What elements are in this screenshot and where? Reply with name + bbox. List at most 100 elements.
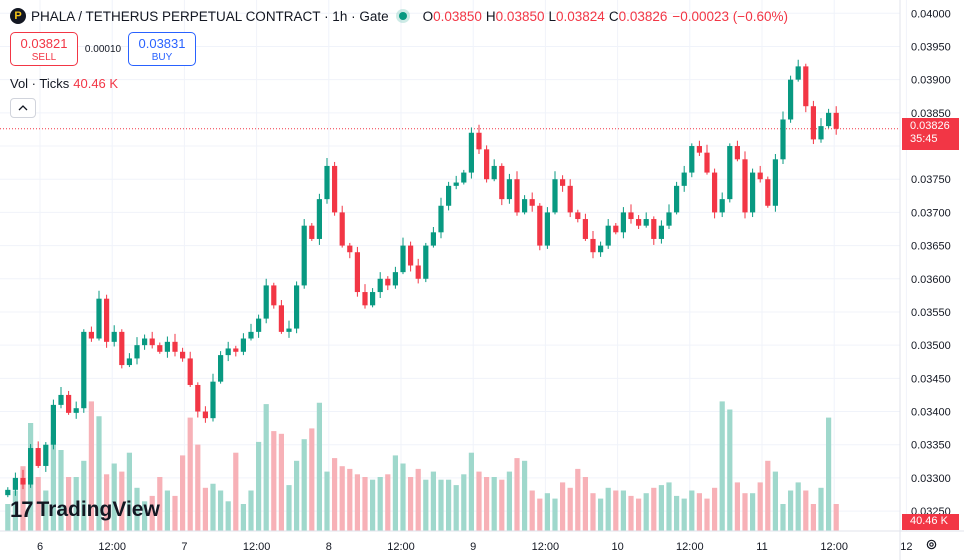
volume-bar xyxy=(142,501,148,531)
close-key: C xyxy=(608,8,619,24)
price-tick-label: 0.03550 xyxy=(911,307,951,319)
volume-bar xyxy=(560,482,566,531)
candle-body xyxy=(58,394,64,405)
candle-body xyxy=(628,212,634,220)
candle-body xyxy=(598,245,604,253)
volume-bar xyxy=(50,436,56,531)
volume-bar xyxy=(354,474,360,531)
volume-bar xyxy=(240,504,246,531)
volume-label[interactable]: Vol · Ticks xyxy=(10,76,70,91)
volume-bar xyxy=(81,460,87,531)
candle-body xyxy=(795,66,801,80)
volume-bar xyxy=(316,402,322,531)
candle-body xyxy=(727,146,733,200)
symbol-title[interactable]: PHALA / TETHERUS PERPETUAL CONTRACT · 1h… xyxy=(31,8,389,24)
candle-body xyxy=(704,152,710,173)
chevron-up-icon xyxy=(18,105,28,111)
candle-body xyxy=(400,245,406,273)
last-price-tag: 0.03826 35:45 xyxy=(902,118,959,150)
volume-bar xyxy=(826,417,832,531)
candle-body xyxy=(499,165,505,200)
volume-bar xyxy=(453,485,459,531)
candle-body xyxy=(522,199,528,213)
tradingview-logo[interactable]: 17 TradingView xyxy=(10,497,160,523)
candle-body xyxy=(810,106,816,140)
volume-bar xyxy=(575,468,581,531)
volume-value: 40.46 K xyxy=(73,76,119,91)
candle-body xyxy=(514,179,520,213)
volume-bar xyxy=(119,471,125,531)
volume-bar xyxy=(734,482,740,531)
volume-bar xyxy=(772,471,778,531)
price-tick-label: 0.03900 xyxy=(911,75,951,87)
candle-body xyxy=(316,199,322,239)
close-value: 0.03826 xyxy=(618,8,668,24)
volume-bar xyxy=(347,468,353,531)
candle-body xyxy=(233,348,239,352)
high-key: H xyxy=(485,8,496,24)
candle-body xyxy=(347,245,353,253)
price-axis[interactable]: 0.040000.039500.039000.038500.038000.037… xyxy=(911,8,951,518)
volume-bar xyxy=(43,490,49,531)
candle-body xyxy=(354,252,360,293)
candle-body xyxy=(506,179,512,200)
settings-gear-icon[interactable] xyxy=(925,538,938,554)
time-tick-label: 12:00 xyxy=(387,541,415,553)
volume-bar xyxy=(544,493,550,531)
time-axis[interactable]: 6 12:00 7 12:00 8 12:00 9 12:00 10 12:00 11 12:00 12 xyxy=(37,541,913,553)
volume-bar xyxy=(613,490,619,531)
price-tick-label: 0.03450 xyxy=(911,373,951,385)
candle-body xyxy=(119,331,125,366)
buy-button[interactable]: 0.03831 BUY xyxy=(128,32,196,66)
market-open-icon xyxy=(398,12,407,20)
candle-body xyxy=(172,341,178,352)
candle-body xyxy=(332,165,338,213)
volume-bar xyxy=(35,477,41,531)
volume-bar xyxy=(461,474,467,531)
change-value: −0.00023 (−0.60%) xyxy=(672,8,788,24)
candle-body xyxy=(210,381,216,419)
candle-body xyxy=(620,212,626,233)
candle-body xyxy=(187,358,193,385)
high-value: 0.03850 xyxy=(495,8,545,24)
candle-body xyxy=(286,328,292,332)
volume-bar xyxy=(537,498,543,531)
candle-body xyxy=(157,345,163,352)
volume-bar xyxy=(719,401,725,531)
candle-body xyxy=(66,394,72,413)
low-value: 0.03824 xyxy=(556,8,605,24)
candle-body xyxy=(681,172,687,186)
candle-body xyxy=(818,126,824,140)
volume-bar xyxy=(88,401,94,531)
buy-price: 0.03831 xyxy=(138,35,186,51)
volume-bar xyxy=(651,487,657,531)
volume-bar xyxy=(598,498,604,531)
candle-body xyxy=(438,205,444,233)
candle-body xyxy=(461,172,467,183)
volume-bar xyxy=(636,498,642,531)
candle-body xyxy=(225,348,231,356)
volume-bar xyxy=(529,490,535,531)
time-tick-label: 9 xyxy=(470,541,476,553)
volume-bar xyxy=(233,452,239,531)
volume-bar xyxy=(126,452,132,531)
candle-body xyxy=(468,132,474,173)
candle-body xyxy=(111,331,117,342)
candle-body xyxy=(126,358,132,366)
volume-bar xyxy=(180,455,186,531)
volume-bar xyxy=(712,487,718,531)
volume-bar xyxy=(294,460,300,531)
candle-body xyxy=(43,444,49,466)
volume-bar xyxy=(263,404,269,531)
sell-button[interactable]: 0.03821 SELL xyxy=(10,32,78,66)
candle-body xyxy=(772,159,778,206)
volume-bar xyxy=(370,479,376,531)
coin-logo-icon: P xyxy=(10,8,26,24)
candle-body xyxy=(392,272,398,286)
candle-body xyxy=(408,245,414,266)
candle-body xyxy=(613,225,619,233)
collapse-legend-button[interactable] xyxy=(10,98,36,118)
volume-bar xyxy=(582,477,588,531)
candle-body xyxy=(149,338,155,346)
